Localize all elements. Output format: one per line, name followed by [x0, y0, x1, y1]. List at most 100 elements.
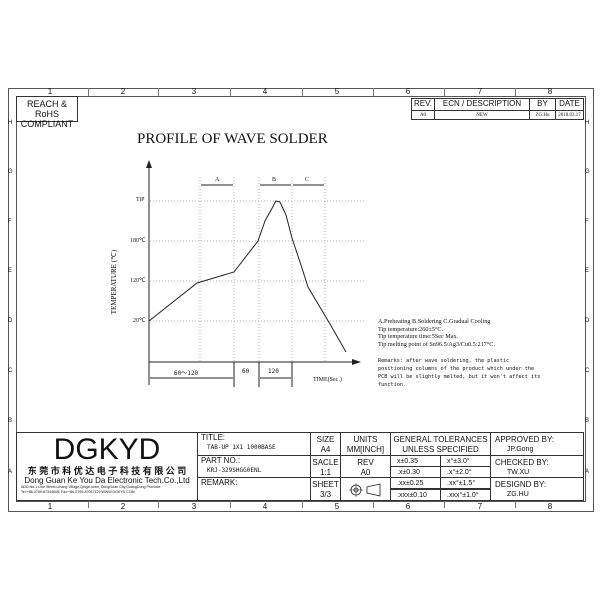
date-value: 2018.03.17	[555, 110, 584, 120]
company-logo: DGKYD	[53, 433, 161, 466]
row-letter: B	[8, 418, 13, 424]
sheet-value: 3/3	[319, 490, 332, 499]
grid-divider	[158, 500, 159, 508]
duration-solder: 120	[268, 368, 279, 375]
tolerance-cell: .xxx±0.10	[390, 489, 441, 501]
designed-cell: DESIGND BY: ZG.HU	[490, 477, 584, 501]
checked-cell: CHECKED BY: TW.XU	[490, 455, 584, 478]
company-address: ADD:No.1 Lihe Street,Lihang Village,Qing…	[21, 485, 161, 489]
column-number: 3	[191, 502, 197, 511]
remark-label: REMARK:	[201, 478, 238, 487]
sheet-label: SHEET	[312, 480, 339, 489]
approved-label: APPROVED BY:	[495, 435, 555, 444]
company-block: DGKYD 东 莞 市 科 优 达 电 子 科 技 有 限 公 司 Dong G…	[16, 432, 198, 501]
column-number: 1	[47, 502, 53, 511]
designed-label: DESIGND BY:	[495, 480, 547, 489]
zone-c: C	[305, 177, 310, 183]
row-letter: D	[8, 318, 13, 324]
sheet-cell: SHEET 3/3	[310, 477, 341, 501]
row-letter: A	[585, 469, 590, 475]
column-number: 2	[120, 87, 126, 96]
row-letter: D	[585, 318, 590, 324]
compliance-line: COMPLIANT	[20, 119, 74, 129]
part-value: KRJ-329SHGG0ENL	[207, 467, 262, 474]
grid-divider	[230, 500, 231, 508]
row-letter: F	[8, 219, 12, 225]
tolerance-cell: .xx±0.25	[390, 477, 441, 489]
company-name-en: Dong Guan Ke You Da Electronic Tech.Co.,…	[24, 476, 190, 485]
scale-label: SACLE	[312, 458, 339, 467]
checked-label: CHECKED BY:	[495, 458, 549, 467]
grid-divider	[158, 88, 159, 96]
row-letter: E	[8, 268, 13, 274]
note-line: Tip melting point of Sn96.5/Ag3/Cu0.5:21…	[378, 340, 495, 348]
column-number: 4	[262, 87, 268, 96]
units-label: UNITS	[353, 435, 378, 444]
row-letter: G	[585, 169, 590, 175]
row-letter: E	[585, 268, 590, 274]
tick-120: 120℃	[130, 278, 146, 284]
y-axis-label: TEMPERATURE (℃)	[110, 249, 119, 315]
x-axis-label: TIME(Sec.)	[313, 377, 342, 383]
grid-divider	[515, 88, 516, 96]
note-line: Tip temperature:260±5°C.	[378, 325, 444, 333]
column-number: 5	[334, 87, 340, 96]
column-number: 6	[405, 502, 411, 511]
column-number: 1	[47, 87, 53, 96]
tick-20: 20℃	[133, 318, 146, 324]
process-notes: A.Preheating B.Soldering C.Gradual Cooli…	[378, 318, 495, 348]
part-label: PART NO.:	[201, 456, 241, 465]
grid-divider	[88, 500, 89, 508]
row-letter: G	[8, 169, 13, 175]
row-letter: H	[8, 120, 13, 126]
tolerance-cell: .xxx°±1.0°	[440, 489, 491, 501]
drawing-title: PROFILE OF WAVE SOLDER	[137, 131, 328, 147]
remark-line: Remarks: after wave soldering, the plast…	[378, 358, 510, 364]
row-letter: F	[585, 219, 589, 225]
rev-value-tb: A0	[360, 468, 371, 477]
remark-line: positioning columns of the product which…	[378, 366, 535, 372]
column-number: 6	[405, 87, 411, 96]
projection-cell	[340, 477, 391, 501]
rev-label: REV	[357, 458, 374, 467]
inner-frame	[16, 96, 586, 502]
grid-divider	[302, 500, 303, 508]
tolerance-subtitle: UNLESS SPECIFIED	[402, 445, 479, 454]
remark-line: function.	[378, 382, 407, 388]
column-number: 7	[477, 502, 483, 511]
tick-180: 180℃	[130, 238, 146, 244]
title-label: TITLE:	[201, 433, 226, 442]
row-letter: C	[585, 368, 590, 374]
zone-a: A	[215, 177, 220, 183]
column-number: 3	[191, 87, 197, 96]
note-line: A.Preheating B.Soldering C.Gradual Cooli…	[378, 318, 491, 325]
units-cell: UNITS MM[INCH]	[340, 432, 391, 456]
note-line: Tip temperature time:5Sec Max.	[378, 333, 459, 340]
duration-preheat: 60～120	[174, 370, 199, 377]
tick-tip: TiP	[136, 197, 145, 203]
approved-cell: APPROVED BY: JP.Gong	[490, 432, 584, 456]
row-letter: A	[8, 469, 13, 475]
grid-divider	[88, 88, 89, 96]
part-cell: PART NO.: KRJ-329SHGG0ENL	[197, 455, 311, 478]
size-cell: SIZE A4	[310, 432, 341, 456]
outer-frame	[8, 88, 594, 512]
column-number: 8	[547, 87, 553, 96]
scale-value: 1:1	[319, 468, 332, 477]
remark-line: PCB will be slightly melted, but it won'…	[378, 374, 541, 380]
scale-cell: SACLE 1:1	[310, 455, 341, 478]
row-letter: C	[8, 368, 13, 374]
rev-cell: REV A0	[340, 455, 391, 478]
x-axis-arrow	[352, 359, 361, 365]
grid-divider	[515, 500, 516, 508]
designed-value: ZG.HU	[507, 491, 529, 498]
zone-b: B	[272, 177, 277, 183]
duration-mid: 60	[242, 368, 250, 375]
temperature-curve	[148, 200, 347, 353]
grid-divider	[444, 500, 445, 508]
units-value: MM[INCH]	[346, 445, 385, 454]
column-number: 5	[334, 502, 340, 511]
approved-value: JP.Gong	[507, 446, 534, 453]
compliance-line: REACH & RoHS	[26, 99, 67, 119]
